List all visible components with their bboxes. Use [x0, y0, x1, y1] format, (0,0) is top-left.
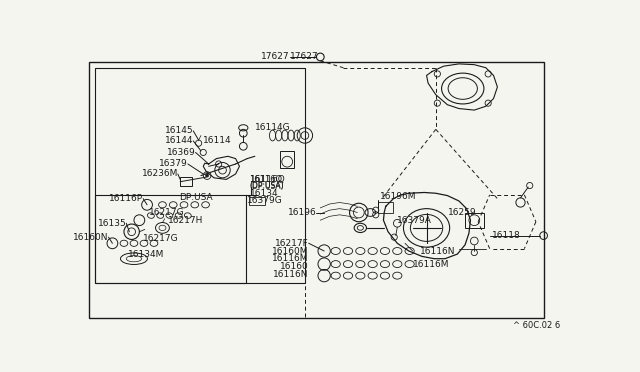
Text: 16379G: 16379G	[247, 196, 283, 205]
Text: 16160M: 16160M	[272, 247, 308, 256]
Text: 16217F: 16217F	[275, 239, 308, 248]
Text: DP:USA: DP:USA	[179, 193, 212, 202]
Text: 16134: 16134	[250, 189, 278, 198]
Text: 16116M: 16116M	[413, 260, 449, 269]
Bar	[90, 62, 543, 318]
Text: 16379A: 16379A	[397, 216, 432, 225]
Text: 16379: 16379	[159, 160, 188, 169]
Bar	[465, 212, 484, 228]
Text: 16217H: 16217H	[168, 216, 204, 225]
Text: 16196M: 16196M	[380, 192, 417, 201]
Text: 16259: 16259	[448, 208, 477, 217]
Text: (DP:USA): (DP:USA)	[250, 181, 284, 190]
Text: 16217G: 16217G	[143, 234, 179, 243]
Text: 16144: 16144	[164, 137, 193, 145]
Text: 16116Q: 16116Q	[250, 175, 283, 184]
Bar	[95, 68, 305, 283]
Text: 16135: 16135	[97, 219, 126, 228]
Bar	[280, 151, 294, 168]
Text: ^ 60C.02 6: ^ 60C.02 6	[513, 321, 560, 330]
Bar	[378, 202, 394, 213]
Text: 16145: 16145	[164, 126, 193, 135]
Text: 16116N: 16116N	[420, 247, 456, 256]
Circle shape	[205, 174, 209, 177]
Bar	[250, 197, 265, 205]
Bar	[180, 177, 192, 186]
Text: (DP:USA): (DP:USA)	[250, 182, 284, 191]
Text: 16236M: 16236M	[141, 170, 178, 179]
Text: 16160: 16160	[280, 262, 308, 271]
Text: 16114: 16114	[204, 137, 232, 145]
Text: 16116N: 16116N	[273, 270, 308, 279]
Text: 16160N: 16160N	[73, 232, 109, 242]
Text: 16116M: 16116M	[272, 254, 308, 263]
Text: 17627: 17627	[289, 52, 318, 61]
Text: 16196: 16196	[288, 208, 316, 217]
Text: 16116P: 16116P	[109, 194, 143, 203]
Text: 16217G: 16217G	[149, 208, 185, 217]
Text: 16114G: 16114G	[255, 123, 291, 132]
Bar	[95, 195, 246, 283]
Text: 17627: 17627	[261, 52, 289, 61]
Text: 16118: 16118	[492, 231, 521, 240]
Text: 16134M: 16134M	[128, 250, 164, 259]
Text: 16116Q: 16116Q	[250, 175, 285, 184]
Text: 16369: 16369	[167, 148, 196, 157]
